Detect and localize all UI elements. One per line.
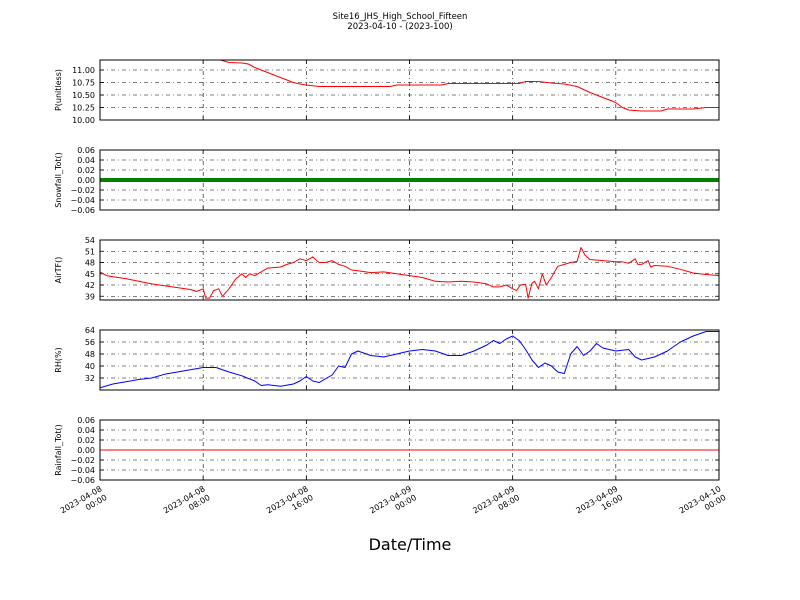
y-tick-label: 0.02 [77,166,95,175]
chart-title: Site16_JHS_High_School_Fifteen [333,12,468,22]
y-tick-label: −0.06 [70,476,95,485]
y-tick-label: 48 [85,259,95,268]
y-tick-label: −0.02 [70,186,95,195]
panel-frame [99,149,720,211]
panel-3: 39 42 45 48 51 54 AirTF() [54,236,720,301]
panel-2: −0.06−0.04−0.020.000.020.040.06 Snowfall_… [54,146,720,215]
y-tick-label: 0.06 [77,416,95,425]
panel-5: −0.06−0.04−0.020.000.020.040.06 Rainfall_… [54,416,720,485]
y-axis-label: RH(%) [54,347,63,372]
y-tick-label: 32 [85,374,95,383]
y-tick-label: −0.02 [70,456,95,465]
panel-frame [99,419,720,481]
y-tick-label: 54 [85,236,95,245]
panel-frame [99,59,720,121]
y-tick-label: 10.00 [72,116,95,125]
y-axis-label: AirTF() [54,257,63,284]
y-tick-label: 64 [85,326,95,335]
panel-frame [99,239,720,301]
y-tick-label: 10.75 [72,79,95,88]
x-tick-label: 2023-04-0800:00 [59,484,109,524]
y-tick-label: 56 [85,338,95,347]
y-tick-label: 39 [85,292,95,301]
y-tick-label: 0.06 [77,146,95,155]
x-axis-label: Date/Time [369,535,452,554]
y-axis-label: Rainfall_Tot() [54,424,63,476]
series-line [100,247,719,299]
y-tick-label: 48 [85,350,95,359]
x-tick-label: 2023-04-0900:00 [368,484,418,524]
y-tick-label: −0.06 [70,206,95,215]
y-axis-label: Snowfall_Tot() [54,152,63,208]
x-tick-label: 2023-04-1000:00 [678,484,728,524]
x-tick-label: 2023-04-0808:00 [162,484,212,524]
y-tick-label: 0.00 [77,446,95,455]
panel-frame [99,329,720,391]
y-tick-label: −0.04 [70,466,95,475]
y-tick-label: 0.02 [77,436,95,445]
y-tick-label: 0.04 [77,156,95,165]
y-tick-label: −0.04 [70,196,95,205]
panel-1: 10.00 10.25 10.50 10.75 11.00 P(unitless) [54,59,720,125]
y-tick-label: 42 [85,281,95,290]
x-tick-label: 2023-04-0816:00 [265,484,315,524]
series-line [100,331,719,389]
y-axis-label: P(unitless) [54,69,63,111]
y-tick-label: 10.25 [72,104,95,113]
x-tick-label: 2023-04-0908:00 [471,484,521,524]
series-line [218,60,719,112]
panel-4: 32 40 48 56 64 RH(%) [54,326,720,391]
chart-subtitle: 2023-04-10 - (2023-100) [347,22,452,32]
y-tick-label: 0.04 [77,426,95,435]
y-tick-label: 51 [85,247,95,256]
y-tick-label: 40 [85,362,95,371]
x-tick-label: 2023-04-0916:00 [575,484,625,524]
y-tick-label: 0.00 [77,176,95,185]
y-tick-label: 10.50 [72,91,95,100]
y-tick-label: 45 [85,270,95,279]
y-tick-label: 11.00 [72,66,95,75]
